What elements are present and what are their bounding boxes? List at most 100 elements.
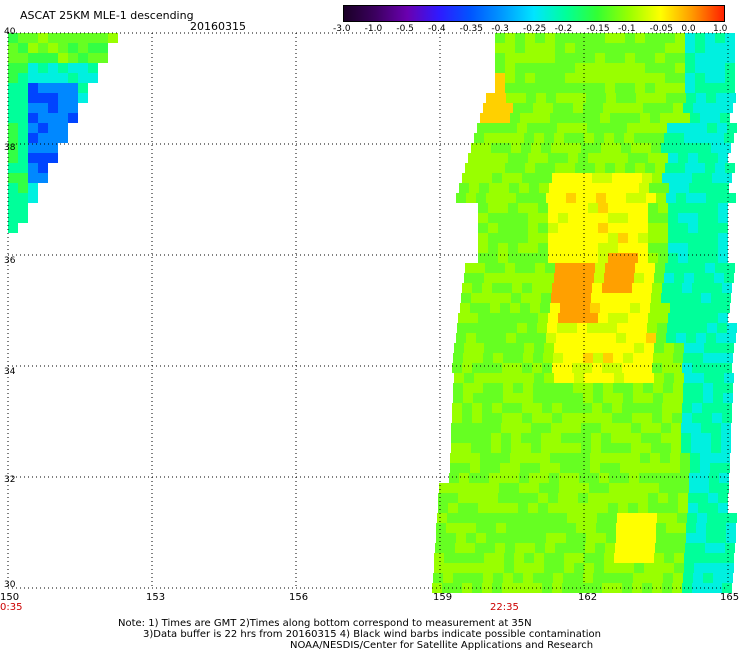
east-swath-cell — [628, 203, 638, 213]
east-swath-cell — [693, 353, 703, 363]
east-swath-cell — [605, 263, 615, 273]
east-swath-cell — [571, 293, 581, 303]
east-swath-cell — [469, 473, 479, 483]
east-swath-cell — [526, 533, 536, 543]
east-swath-cell — [715, 53, 725, 63]
east-swath-cell — [545, 543, 555, 553]
east-swath-cell — [529, 483, 539, 493]
east-swath-cell — [533, 573, 543, 583]
east-swath-cell — [658, 233, 668, 243]
east-swath-cell — [598, 493, 608, 503]
east-swath-cell — [589, 473, 599, 483]
east-swath-cell — [571, 433, 581, 443]
east-swath-cell — [717, 123, 727, 133]
east-swath-cell — [648, 153, 658, 163]
east-swath-cell — [438, 493, 448, 503]
east-swath-cell — [712, 283, 722, 293]
west-swath-cell — [38, 83, 48, 93]
east-swath-cell — [638, 253, 648, 263]
east-swath-cell — [563, 103, 573, 113]
east-swath-cell — [543, 393, 553, 403]
east-swath-cell — [727, 123, 737, 133]
east-swath-cell — [620, 463, 630, 473]
east-swath-cell — [495, 43, 505, 53]
east-swath-cell — [538, 223, 548, 233]
east-swath-cell — [500, 113, 510, 123]
east-swath-cell — [598, 503, 608, 513]
east-swath-cell — [625, 163, 635, 173]
east-swath-cell — [539, 183, 549, 193]
colorbar-ticks: -3.0 -1.0 -0.5 -0.4 -0.35 -0.3 -0.25 -0.2 -0.15-… — [333, 24, 727, 36]
east-swath-cell — [505, 263, 515, 273]
east-swath-cell — [721, 443, 731, 453]
east-swath-cell — [499, 483, 509, 493]
east-swath-cell — [625, 543, 635, 553]
east-swath-cell — [498, 153, 508, 163]
west-swath-cell — [28, 53, 38, 63]
east-swath-cell — [671, 143, 681, 153]
east-swath-cell — [726, 533, 736, 543]
east-swath-cell — [610, 303, 620, 313]
east-swath-cell — [543, 353, 553, 363]
east-swath-cell — [439, 483, 449, 493]
east-swath-cell — [726, 523, 736, 533]
east-swath-cell — [468, 153, 478, 163]
east-swath-cell — [454, 563, 464, 573]
east-swath-cell — [665, 83, 675, 93]
east-swath-cell — [658, 493, 668, 503]
east-swath-cell — [493, 383, 503, 393]
east-swath-cell — [483, 383, 493, 393]
east-swath-cell — [512, 173, 522, 183]
east-swath-cell — [615, 43, 625, 53]
east-swath-cell — [570, 303, 580, 313]
east-swath-cell — [460, 463, 470, 473]
east-swath-cell — [538, 493, 548, 503]
east-swath-cell — [649, 473, 659, 483]
east-swath-cell — [528, 493, 538, 503]
east-swath-cell — [685, 53, 695, 63]
east-swath-cell — [588, 223, 598, 233]
east-swath-cell — [518, 233, 528, 243]
east-swath-cell — [705, 43, 715, 53]
east-swath-cell — [611, 293, 621, 303]
east-swath-cell — [532, 363, 542, 373]
east-swath-cell — [596, 533, 606, 543]
east-swath-cell — [516, 193, 526, 203]
east-swath-cell — [638, 213, 648, 223]
east-swath-cell — [633, 393, 643, 403]
east-swath-cell — [520, 463, 530, 473]
east-swath-cell — [579, 483, 589, 493]
east-swath-cell — [658, 153, 668, 163]
east-swath-cell — [471, 293, 481, 303]
east-swath-cell — [478, 253, 488, 263]
east-swath-cell — [464, 273, 474, 283]
east-swath-cell — [568, 313, 578, 323]
east-swath-cell — [611, 443, 621, 453]
east-swath-cell — [555, 73, 565, 83]
lat-label-30: 30 — [4, 580, 16, 590]
east-swath-cell — [623, 353, 633, 363]
east-swath-cell — [592, 283, 602, 293]
west-swath-cell — [38, 33, 48, 43]
east-swath-cell — [565, 53, 575, 63]
east-swath-cell — [452, 363, 462, 373]
east-swath-cell — [496, 523, 506, 533]
east-swath-cell — [662, 173, 672, 183]
east-swath-cell — [648, 213, 658, 223]
east-swath-cell — [696, 93, 706, 103]
east-swath-cell — [471, 143, 481, 153]
east-swath-cell — [538, 313, 548, 323]
east-swath-cell — [523, 383, 533, 393]
lat-label-32: 32 — [4, 475, 16, 485]
east-swath-cell — [695, 543, 705, 553]
east-swath-cell — [578, 223, 588, 233]
east-swath-cell — [471, 433, 481, 443]
east-swath-cell — [561, 423, 571, 433]
east-swath-cell — [507, 323, 517, 333]
east-swath-cell — [697, 123, 707, 133]
east-swath-cell — [724, 133, 734, 143]
east-swath-cell — [568, 243, 578, 253]
east-swath-cell — [463, 573, 473, 583]
west-swath-cell — [8, 153, 18, 163]
east-swath-cell — [537, 513, 547, 523]
